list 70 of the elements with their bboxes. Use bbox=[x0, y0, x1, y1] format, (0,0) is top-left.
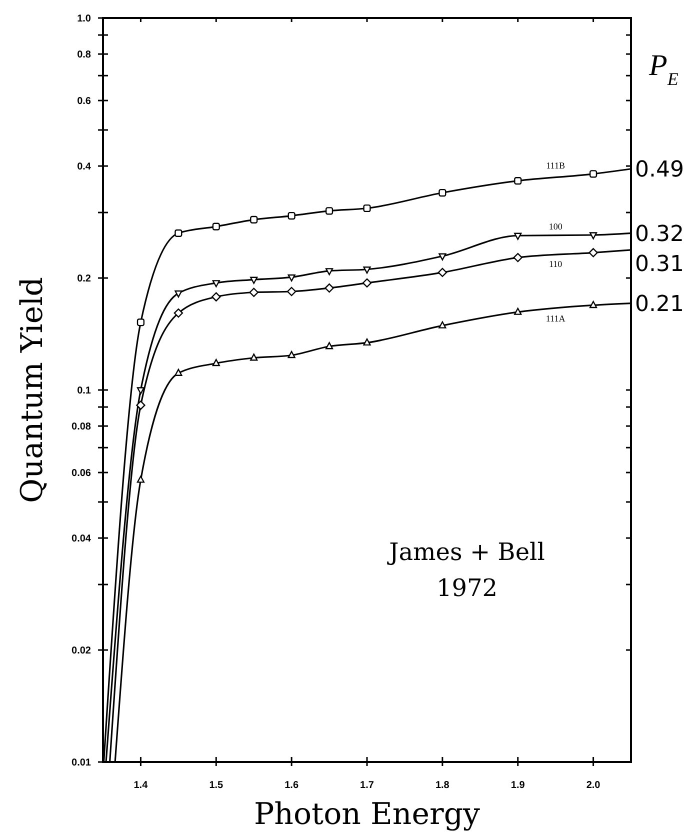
y-tick-label: 0.02 bbox=[72, 646, 92, 657]
point bbox=[250, 276, 258, 284]
point bbox=[174, 290, 182, 298]
point bbox=[363, 266, 371, 274]
point bbox=[136, 387, 145, 394]
point bbox=[136, 318, 145, 326]
x-tick-label: 1.9 bbox=[510, 780, 526, 791]
point bbox=[363, 204, 371, 212]
series-label: 100 bbox=[548, 221, 563, 232]
series-label: 110 bbox=[548, 259, 563, 270]
point bbox=[589, 300, 598, 308]
point bbox=[362, 278, 372, 288]
point bbox=[513, 252, 522, 262]
point bbox=[288, 212, 296, 220]
text: 0.21 bbox=[635, 292, 684, 318]
point bbox=[212, 292, 221, 302]
point bbox=[324, 283, 334, 293]
y-tick-label: 0.4 bbox=[77, 162, 92, 173]
point bbox=[286, 286, 296, 296]
point bbox=[514, 232, 522, 240]
text: P$_{E}$ bbox=[648, 49, 678, 89]
point bbox=[325, 342, 334, 350]
y-axis-title: Quantum Yield bbox=[15, 277, 50, 503]
point bbox=[288, 350, 296, 358]
x-tick-label: 2.0 bbox=[586, 780, 601, 791]
point bbox=[514, 308, 522, 315]
point bbox=[589, 232, 598, 240]
point bbox=[174, 229, 182, 237]
point bbox=[325, 207, 334, 215]
point bbox=[514, 177, 522, 185]
annotation: James + Bell 1972 bbox=[386, 538, 545, 602]
y-tick-label: 0.6 bbox=[77, 96, 92, 108]
x-tick-label: 1.8 bbox=[435, 780, 450, 791]
point bbox=[212, 222, 220, 230]
x-tick-label: 1.6 bbox=[284, 780, 299, 791]
y-tick-label: 0.08 bbox=[72, 422, 92, 433]
x-tick-label: 1.5 bbox=[209, 780, 224, 791]
text: 0.31 bbox=[635, 252, 684, 277]
point bbox=[174, 368, 182, 376]
point bbox=[250, 354, 258, 361]
point bbox=[363, 338, 371, 346]
point bbox=[589, 170, 598, 178]
text: 0.49 bbox=[635, 158, 684, 183]
point bbox=[249, 288, 258, 297]
point bbox=[136, 476, 145, 483]
y-tick-label: 0.04 bbox=[72, 534, 92, 545]
y-tick-label: 0.01 bbox=[72, 758, 92, 768]
y-tick-label: 0.2 bbox=[77, 274, 92, 285]
x-axis-title: Photon Energy bbox=[254, 797, 480, 832]
point bbox=[438, 253, 446, 260]
point bbox=[136, 400, 146, 410]
series-label: 111A bbox=[546, 314, 566, 324]
point bbox=[288, 274, 296, 282]
point bbox=[212, 280, 220, 288]
point bbox=[438, 321, 446, 328]
y-tick-label: 0.06 bbox=[72, 468, 92, 480]
y-tick-label: 0.1 bbox=[77, 386, 92, 396]
point bbox=[588, 248, 598, 258]
x-tick-label: 1.7 bbox=[360, 780, 374, 791]
text: 0.32 bbox=[635, 222, 684, 247]
series-label: 111B bbox=[546, 160, 565, 170]
point bbox=[212, 358, 220, 366]
x-tick-label: 1.4 bbox=[134, 780, 148, 791]
point bbox=[174, 308, 184, 318]
y-tick-label: 1.0 bbox=[77, 14, 92, 24]
point bbox=[250, 216, 258, 224]
y-tick-label: 0.8 bbox=[77, 50, 92, 61]
point bbox=[438, 188, 446, 197]
point bbox=[325, 268, 334, 276]
point bbox=[438, 268, 448, 278]
